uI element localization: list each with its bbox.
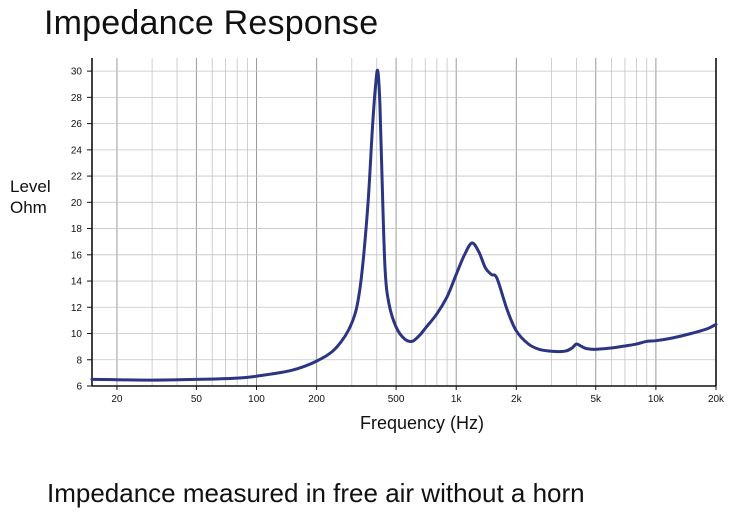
y-tick-label: 22 [71, 172, 83, 183]
y-tick-label: 12 [71, 303, 83, 314]
x-tick-label: 5k [590, 394, 602, 405]
chart-grid [92, 58, 717, 387]
y-tick-label: 18 [71, 224, 83, 235]
x-tick-label: 500 [388, 394, 405, 405]
x-tick-label: 20 [111, 394, 123, 405]
x-tick-label: 1k [451, 394, 463, 405]
x-tick-label: 20k [708, 394, 725, 405]
y-tick-label: 24 [71, 145, 83, 156]
y-tick-label: 10 [71, 329, 83, 340]
y-tick-label: 20 [71, 198, 83, 209]
x-axis-label: Frequency (Hz) [360, 413, 485, 433]
x-tick-label: 50 [191, 394, 203, 405]
chart-caption: Impedance measured in free air without a… [47, 478, 585, 508]
y-axis-label: Level Ohm [10, 176, 51, 218]
y-tick-label: 28 [71, 93, 83, 104]
y-axis-label-line-2: Ohm [10, 198, 47, 217]
y-tick-label: 30 [71, 67, 83, 78]
y-tick-labels: 6 8 10 12 14 16 18 20 22 24 26 28 30 [71, 67, 92, 393]
x-tick-labels: 20 50 100 200 500 1k 2k 5k 10k 20k [111, 386, 725, 405]
x-tick-label: 100 [248, 394, 265, 405]
x-tick-label: 10k [648, 394, 665, 405]
y-tick-label: 26 [71, 119, 83, 130]
x-tick-label: 200 [308, 394, 325, 405]
y-tick-label: 8 [76, 355, 82, 366]
chart-series [90, 68, 718, 382]
x-tick-label: 2k [511, 394, 523, 405]
y-tick-label: 14 [71, 277, 83, 288]
y-tick-label: 16 [71, 250, 83, 261]
impedance-curve [90, 68, 718, 382]
y-axis-label-line-1: Level [10, 177, 51, 196]
chart-title: Impedance Response [44, 4, 379, 42]
y-tick-label: 6 [76, 382, 82, 393]
